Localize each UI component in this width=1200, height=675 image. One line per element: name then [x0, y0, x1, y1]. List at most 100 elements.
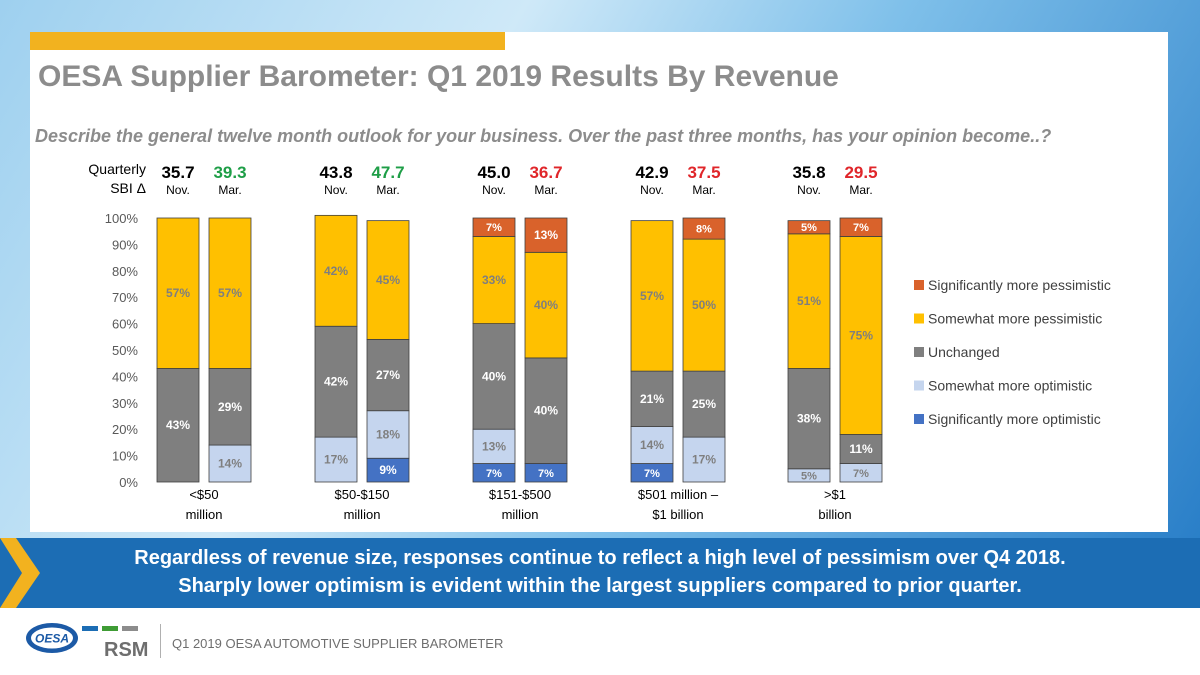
y-tick-label: 50%	[112, 343, 138, 358]
bar-segment	[472, 217, 516, 237]
data-label: 42%	[324, 264, 348, 278]
category-label: million	[344, 507, 381, 522]
data-label: 21%	[640, 392, 664, 406]
accent-bar	[30, 32, 505, 50]
period-label: Mar.	[692, 183, 715, 197]
sbi-label: Quarterly	[88, 161, 146, 177]
bar-segment	[630, 220, 674, 372]
category-label: $50-$150	[335, 487, 390, 502]
bar-segment	[682, 238, 726, 372]
legend-item: Significantly more optimistic	[928, 411, 1101, 427]
data-label: 50%	[692, 298, 716, 312]
data-label: 57%	[640, 289, 664, 303]
data-label: 14%	[218, 457, 242, 471]
data-label: 11%	[849, 442, 873, 456]
y-tick-label: 80%	[112, 264, 138, 279]
y-tick-label: 70%	[112, 290, 138, 305]
bar-segment	[524, 357, 568, 464]
data-label: 13%	[534, 228, 558, 242]
period-label: Nov.	[166, 183, 190, 197]
data-label: 5%	[801, 222, 817, 234]
category-label: $1 billion	[652, 507, 703, 522]
data-label: 7%	[486, 222, 502, 234]
data-label: 9%	[379, 463, 397, 477]
bar-segment	[524, 217, 568, 253]
data-label: 8%	[696, 224, 712, 236]
sbi-value: 36.7	[529, 163, 562, 182]
category-label: billion	[818, 507, 851, 522]
sbi-value: 47.7	[371, 163, 404, 182]
bar-segment	[787, 368, 831, 470]
chevron-right-icon	[0, 538, 40, 608]
data-label: 7%	[853, 222, 869, 234]
y-tick-label: 100%	[105, 211, 139, 226]
y-tick-label: 90%	[112, 237, 138, 252]
data-label: 7%	[538, 468, 554, 480]
legend-swatch	[914, 414, 924, 424]
footer-text: Q1 2019 OESA AUTOMOTIVE SUPPLIER BAROMET…	[172, 636, 504, 651]
rsm-logo: RSM	[82, 626, 148, 660]
oesa-logo: OESA	[26, 623, 78, 653]
sbi-value: 39.3	[213, 163, 246, 182]
data-label: 18%	[376, 427, 400, 441]
bar-segment	[366, 339, 410, 412]
period-label: Mar.	[849, 183, 872, 197]
bar-segment	[208, 368, 252, 446]
data-label: 14%	[640, 438, 664, 452]
data-label: 7%	[644, 468, 660, 480]
stacked-bar-chart: 0% 10% 20% 30% 40% 50% 60% 70% 80% 90% 100% Quarter…	[88, 161, 1110, 522]
legend-swatch	[914, 347, 924, 357]
data-label: 29%	[218, 400, 242, 414]
sbi-value: 37.5	[687, 163, 720, 182]
bar-segment	[787, 220, 831, 235]
bar-segment	[314, 325, 358, 438]
sbi-value: 42.9	[635, 163, 668, 182]
bar-segment	[682, 436, 726, 483]
category-label: $151-$500	[489, 487, 551, 502]
bar-segment	[472, 323, 516, 430]
y-tick-label: 40%	[112, 369, 138, 384]
bar-segment	[682, 370, 726, 438]
data-label: 40%	[482, 369, 506, 383]
legend-swatch	[914, 313, 924, 324]
bar-segment	[630, 426, 674, 464]
y-tick-label: 30%	[112, 396, 138, 411]
category-label: <$50	[189, 487, 218, 502]
y-tick-label: 0%	[119, 475, 138, 490]
bar-segment	[472, 428, 516, 464]
category-label: >$1	[824, 487, 846, 502]
summary-banner	[0, 538, 1200, 608]
period-label: Nov.	[482, 183, 506, 197]
category-label: million	[502, 507, 539, 522]
bar-segment	[839, 434, 883, 464]
summary-line-2: Sharply lower optimism is evident within…	[178, 575, 1022, 597]
period-label: Mar.	[534, 183, 557, 197]
category-label: million	[186, 507, 223, 522]
sbi-label: SBI Δ	[110, 180, 146, 196]
bar-segment	[839, 217, 883, 237]
sbi-value: 43.8	[319, 163, 352, 182]
summary-text: Regardless of revenue size, responses co…	[60, 544, 1140, 600]
data-label: 7%	[486, 468, 502, 480]
legend-item: Somewhat more pessimistic	[928, 311, 1102, 327]
sbi-value: 35.8	[792, 163, 825, 182]
data-label: 57%	[166, 286, 190, 300]
data-label: 33%	[482, 273, 506, 287]
period-label: Nov.	[640, 183, 664, 197]
bar-segment	[208, 217, 252, 369]
bar-segment	[472, 236, 516, 324]
bar-segment	[524, 251, 568, 359]
period-label: Mar.	[376, 183, 399, 197]
sbi-value: 29.5	[844, 163, 877, 182]
y-tick-label: 10%	[112, 449, 138, 464]
period-label: Nov.	[797, 183, 821, 197]
legend-swatch	[914, 280, 924, 290]
rsm-logo-text: RSM	[104, 639, 148, 660]
data-label: 17%	[324, 453, 348, 467]
survey-question: Describe the general twelve month outloo…	[35, 126, 1052, 146]
legend-swatch	[914, 380, 924, 391]
data-label: 45%	[376, 273, 400, 287]
data-label: 42%	[324, 375, 348, 389]
data-label: 17%	[692, 453, 716, 467]
bar-segment	[366, 410, 410, 459]
